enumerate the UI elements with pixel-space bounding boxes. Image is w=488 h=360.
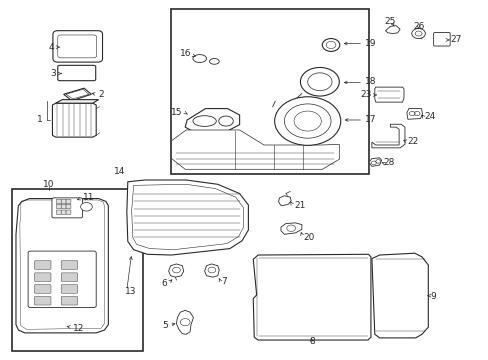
FancyBboxPatch shape: [61, 273, 78, 282]
Circle shape: [274, 97, 340, 145]
Polygon shape: [126, 180, 248, 255]
Text: 4: 4: [48, 42, 54, 51]
Circle shape: [300, 67, 339, 96]
Polygon shape: [52, 103, 96, 137]
Circle shape: [411, 28, 425, 39]
FancyBboxPatch shape: [56, 199, 61, 203]
Circle shape: [307, 73, 331, 91]
Text: 24: 24: [424, 112, 435, 121]
Text: 27: 27: [450, 36, 461, 45]
Text: 26: 26: [412, 22, 424, 31]
FancyBboxPatch shape: [34, 273, 51, 282]
Polygon shape: [406, 109, 422, 119]
FancyBboxPatch shape: [61, 199, 66, 203]
FancyBboxPatch shape: [34, 285, 51, 293]
Circle shape: [322, 39, 339, 51]
Text: 22: 22: [406, 137, 417, 146]
FancyBboxPatch shape: [28, 251, 96, 307]
FancyBboxPatch shape: [433, 32, 449, 46]
Text: 14: 14: [113, 167, 124, 176]
Text: 17: 17: [365, 116, 376, 125]
Text: 25: 25: [384, 17, 395, 26]
Circle shape: [284, 104, 330, 138]
Polygon shape: [185, 109, 239, 134]
FancyBboxPatch shape: [66, 210, 71, 214]
Text: 12: 12: [73, 324, 84, 333]
Circle shape: [293, 111, 321, 131]
Text: 5: 5: [162, 321, 167, 330]
Polygon shape: [168, 264, 183, 277]
Polygon shape: [368, 158, 381, 166]
FancyBboxPatch shape: [58, 35, 97, 58]
FancyBboxPatch shape: [61, 296, 78, 305]
Text: 8: 8: [309, 337, 315, 346]
Ellipse shape: [218, 116, 233, 126]
FancyBboxPatch shape: [61, 210, 66, 214]
Text: 16: 16: [179, 49, 191, 58]
Text: 10: 10: [43, 180, 55, 189]
FancyBboxPatch shape: [61, 285, 78, 293]
Ellipse shape: [193, 116, 216, 126]
Text: 11: 11: [83, 193, 94, 202]
Circle shape: [414, 31, 421, 36]
Polygon shape: [204, 264, 219, 277]
Polygon shape: [281, 223, 301, 234]
Polygon shape: [278, 196, 290, 206]
Text: 28: 28: [383, 158, 394, 167]
Text: 19: 19: [365, 39, 376, 48]
Polygon shape: [171, 130, 339, 169]
Text: 7: 7: [221, 277, 226, 286]
FancyBboxPatch shape: [66, 199, 71, 203]
Text: 9: 9: [429, 292, 435, 301]
Polygon shape: [371, 253, 427, 338]
Text: 3: 3: [50, 69, 56, 78]
FancyBboxPatch shape: [56, 204, 61, 208]
Circle shape: [81, 203, 92, 211]
FancyBboxPatch shape: [66, 204, 71, 208]
Text: 2: 2: [99, 90, 104, 99]
Bar: [12, 189, 143, 351]
Text: 20: 20: [303, 233, 315, 242]
Circle shape: [325, 41, 335, 49]
Polygon shape: [253, 254, 370, 340]
Text: 1: 1: [37, 116, 42, 125]
Bar: [170, 9, 368, 174]
FancyBboxPatch shape: [34, 261, 51, 269]
Polygon shape: [63, 88, 91, 101]
Text: 21: 21: [293, 201, 305, 210]
Text: 13: 13: [125, 287, 137, 296]
Polygon shape: [176, 310, 193, 334]
FancyBboxPatch shape: [34, 296, 51, 305]
Polygon shape: [16, 199, 108, 333]
Text: 18: 18: [365, 77, 376, 86]
Text: 23: 23: [360, 90, 371, 99]
FancyBboxPatch shape: [61, 261, 78, 269]
Polygon shape: [385, 26, 399, 33]
Polygon shape: [374, 87, 403, 102]
Text: 6: 6: [161, 279, 166, 288]
FancyBboxPatch shape: [52, 198, 82, 218]
Polygon shape: [56, 100, 99, 103]
FancyBboxPatch shape: [53, 31, 102, 62]
FancyBboxPatch shape: [56, 210, 61, 214]
Text: 15: 15: [171, 108, 183, 117]
Polygon shape: [371, 124, 404, 148]
FancyBboxPatch shape: [58, 65, 96, 81]
FancyBboxPatch shape: [61, 204, 66, 208]
